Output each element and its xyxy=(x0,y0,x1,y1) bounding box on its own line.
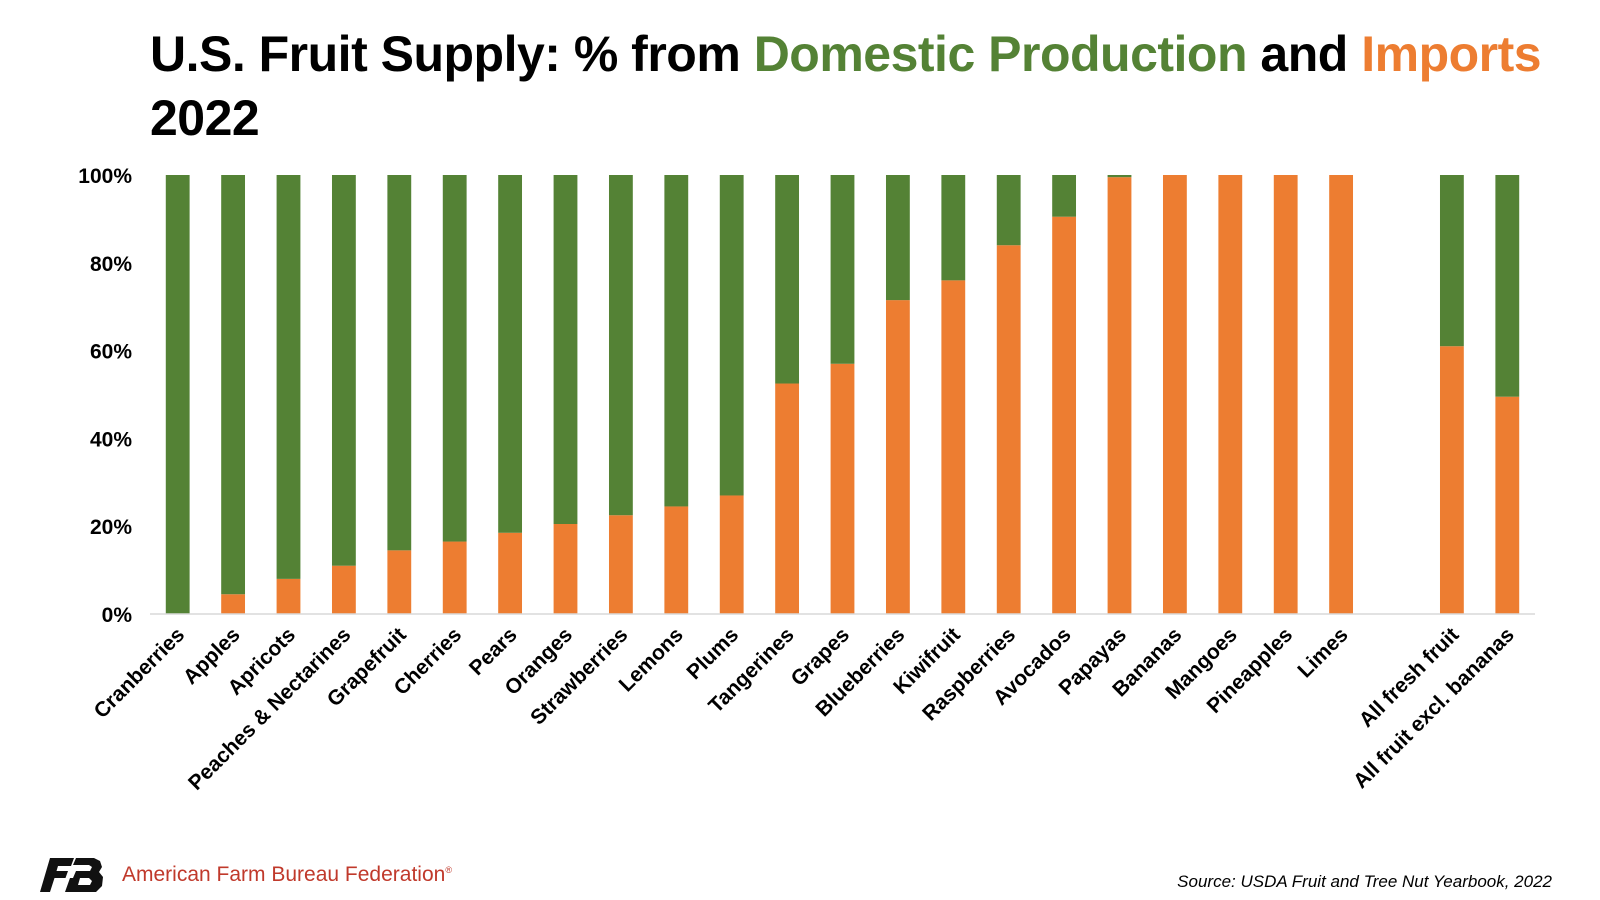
bar-imports xyxy=(608,515,633,614)
bar-domestic xyxy=(165,175,190,614)
bar-imports xyxy=(1052,216,1077,614)
bar-imports xyxy=(331,565,356,614)
y-tick-label: 80% xyxy=(90,253,132,276)
bar-domestic xyxy=(387,175,412,551)
bar-domestic xyxy=(996,175,1021,246)
bar-imports xyxy=(830,363,855,614)
footer-branding: American Farm Bureau Federation® xyxy=(40,858,452,892)
bar-imports xyxy=(719,495,744,614)
organization-name-text: American Farm Bureau Federation xyxy=(122,863,446,886)
title-prefix: U.S. Fruit Supply: % from xyxy=(150,26,754,82)
bar-domestic xyxy=(775,175,800,384)
bar-imports xyxy=(1329,175,1354,614)
bar-domestic xyxy=(608,175,633,516)
bar-domestic xyxy=(331,175,356,566)
bar-imports xyxy=(1273,175,1298,614)
bar-domestic xyxy=(1052,175,1077,217)
bar-imports xyxy=(442,541,467,614)
afbf-logo-icon xyxy=(40,858,103,892)
bar-imports xyxy=(221,594,246,614)
bar-domestic xyxy=(221,175,246,595)
bar-imports xyxy=(664,506,689,614)
title-conjunction: and xyxy=(1247,26,1362,82)
bar-imports xyxy=(498,532,523,614)
organization-name: American Farm Bureau Federation® xyxy=(122,863,452,887)
title-year: 2022 xyxy=(150,90,260,146)
bar-imports xyxy=(885,300,910,614)
bar-imports xyxy=(387,550,412,614)
y-tick-label: 100% xyxy=(78,165,132,188)
bars xyxy=(165,175,1520,615)
y-tick-label: 20% xyxy=(90,516,132,539)
x-tick-label: Limes xyxy=(1293,623,1352,682)
bar-imports xyxy=(941,280,966,614)
bar-imports xyxy=(1218,175,1243,614)
bar-domestic xyxy=(1495,175,1520,397)
trademark-symbol: ® xyxy=(445,865,452,875)
bar-domestic xyxy=(830,175,855,364)
bar-domestic xyxy=(442,175,467,542)
bar-domestic xyxy=(553,175,578,525)
bar-imports xyxy=(553,524,578,614)
bar-imports xyxy=(1107,177,1132,614)
bar-domestic xyxy=(885,175,910,301)
y-tick-label: 60% xyxy=(90,341,132,364)
bar-imports xyxy=(996,245,1021,615)
y-tick-label: 0% xyxy=(102,604,133,627)
y-axis: 0% 20% 40% 60% 80% 100% xyxy=(78,165,132,627)
bar-domestic xyxy=(719,175,744,496)
bar-imports xyxy=(1495,396,1520,614)
bar-imports xyxy=(1439,346,1464,614)
x-tick-label: Strawberries xyxy=(526,623,632,729)
bar-domestic xyxy=(664,175,689,507)
bar-domestic xyxy=(941,175,966,281)
bar-domestic xyxy=(498,175,523,533)
title-imports-label: Imports xyxy=(1361,26,1542,82)
x-tick-label: Cranberries xyxy=(90,623,190,723)
bar-imports xyxy=(775,383,800,614)
bar-imports xyxy=(1162,175,1187,614)
title-domestic-label: Domestic Production xyxy=(753,26,1248,82)
bar-imports xyxy=(276,578,301,614)
source-note: Source: USDA Fruit and Tree Nut Yearbook… xyxy=(1177,872,1552,891)
bar-domestic xyxy=(276,175,301,579)
bar-domestic xyxy=(1107,175,1132,178)
y-tick-label: 40% xyxy=(90,428,132,451)
chart-title: U.S. Fruit Supply: % from Domestic Produ… xyxy=(150,22,1570,150)
bar-domestic xyxy=(1439,175,1464,347)
